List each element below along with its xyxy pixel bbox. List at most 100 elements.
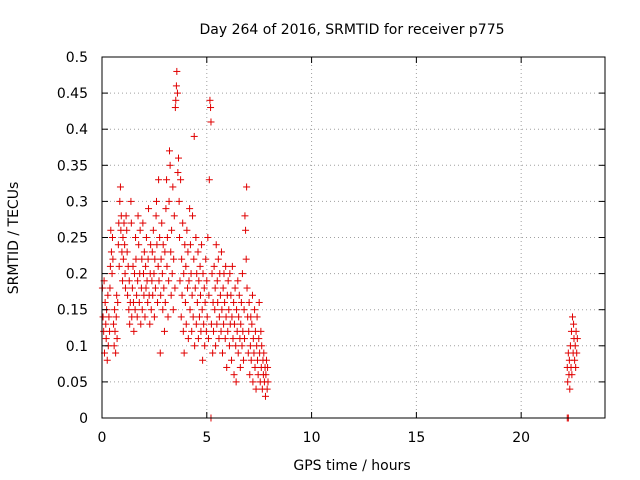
data-point: [113, 335, 121, 343]
data-point: [120, 219, 128, 227]
data-point: [203, 277, 211, 285]
data-point: [178, 291, 186, 299]
data-point: [235, 313, 243, 321]
data-point: [180, 349, 188, 357]
data-point: [224, 327, 232, 335]
data-point: [191, 284, 199, 292]
data-point: [106, 284, 114, 292]
data-point: [172, 82, 180, 90]
data-point: [226, 270, 234, 278]
data-point: [237, 298, 245, 306]
data-point: [209, 349, 217, 357]
y-tick-label: 0.2: [66, 267, 88, 283]
data-point: [192, 320, 200, 328]
data-point: [232, 378, 240, 386]
data-point: [137, 320, 145, 328]
y-tick-label: 0.1: [66, 339, 88, 355]
data-point: [109, 255, 117, 263]
data-point: [215, 335, 223, 343]
data-point: [245, 298, 253, 306]
data-point: [199, 356, 207, 364]
data-point: [147, 306, 155, 314]
data-point: [182, 320, 190, 328]
data-point: [119, 277, 127, 285]
data-point: [151, 255, 159, 263]
data-point: [246, 342, 254, 350]
data-point: [208, 270, 216, 278]
data-point: [220, 320, 228, 328]
data-point: [138, 255, 146, 263]
data-point: [105, 313, 113, 321]
x-axis-label: GPS time / hours: [293, 458, 410, 474]
data-point: [253, 313, 261, 321]
data-point: [128, 284, 136, 292]
data-point: [159, 306, 167, 314]
data-point: [204, 335, 212, 343]
data-point: [149, 226, 157, 234]
data-point: [171, 284, 179, 292]
data-point: [107, 226, 115, 234]
data-point: [108, 270, 116, 278]
data-point: [243, 183, 251, 191]
data-point: [123, 248, 131, 256]
data-point: [216, 291, 224, 299]
data-point: [222, 262, 230, 270]
chart-title: Day 264 of 2016, SRMTID for receiver p77…: [199, 22, 504, 38]
data-point: [240, 306, 248, 314]
data-point: [200, 320, 208, 328]
data-point: [179, 327, 187, 335]
data-point: [121, 284, 129, 292]
data-point: [230, 298, 238, 306]
data-point: [198, 306, 206, 314]
data-point: [201, 342, 209, 350]
data-point: [127, 197, 135, 205]
data-point: [233, 306, 241, 314]
data-point: [102, 320, 110, 328]
data-point: [202, 327, 210, 335]
data-point: [566, 385, 574, 393]
data-point: [255, 335, 263, 343]
data-point: [180, 270, 188, 278]
data-point: [234, 277, 242, 285]
data-point: [170, 255, 178, 263]
data-point: [214, 255, 222, 263]
data-point: [146, 320, 154, 328]
data-point: [119, 255, 127, 263]
data-point: [193, 298, 201, 306]
data-point: [165, 197, 173, 205]
data-point: [225, 306, 233, 314]
data-point: [152, 197, 160, 205]
data-point: [195, 277, 203, 285]
data-point: [130, 327, 138, 335]
data-point: [161, 298, 169, 306]
data-point: [127, 219, 135, 227]
data-point: [141, 313, 149, 321]
data-point: [112, 349, 120, 357]
data-point: [248, 291, 256, 299]
data-point: [145, 205, 153, 213]
data-point: [155, 176, 163, 184]
data-point: [169, 306, 177, 314]
data-point: [221, 335, 229, 343]
data-point: [150, 270, 158, 278]
data-point: [182, 262, 190, 270]
data-point: [117, 226, 125, 234]
data-point: [132, 255, 140, 263]
data-point: [184, 335, 192, 343]
data-point: [110, 320, 118, 328]
data-point: [228, 262, 236, 270]
data-point: [245, 327, 253, 335]
data-point: [136, 226, 144, 234]
data-point: [564, 378, 572, 386]
data-point: [110, 342, 118, 350]
data-point: [191, 342, 199, 350]
data-point: [192, 234, 200, 241]
data-point: [114, 241, 122, 249]
data-point: [189, 212, 197, 220]
data-point: [212, 241, 220, 249]
data-point: [165, 147, 173, 155]
data-point: [207, 104, 215, 112]
data-point: [104, 291, 112, 299]
data-point: [570, 320, 578, 328]
data-point: [169, 183, 177, 191]
